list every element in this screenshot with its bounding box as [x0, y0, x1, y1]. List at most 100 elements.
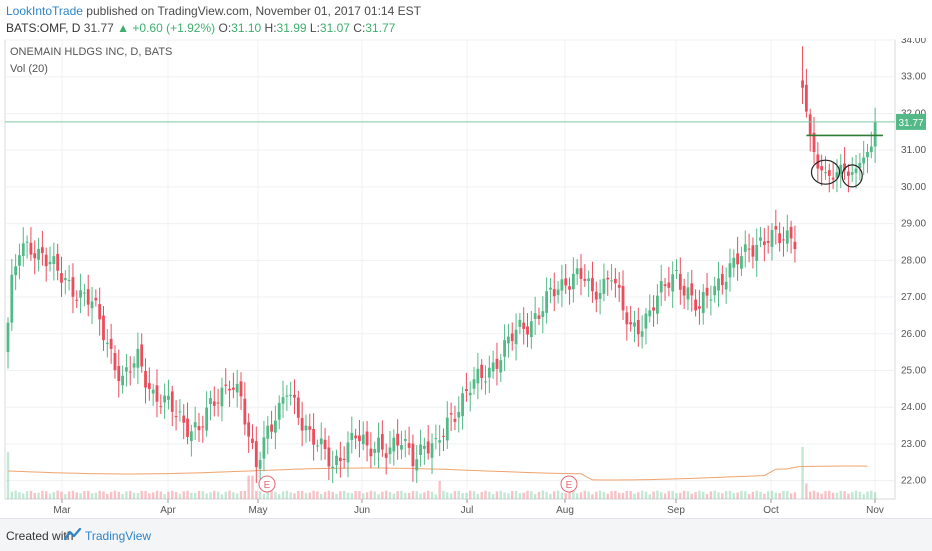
candle-body	[79, 290, 82, 298]
volume-bar	[694, 492, 697, 499]
candle-body	[587, 278, 591, 281]
candle-body	[782, 239, 785, 241]
publish-line: LookIntoTrade published on TradingView.c…	[6, 4, 421, 18]
candle-body	[415, 459, 419, 471]
volume-bar	[518, 493, 522, 499]
volume-bar	[870, 490, 873, 499]
candle-body	[724, 281, 728, 290]
candle-body	[552, 289, 556, 297]
price-chart[interactable]: 34.0033.0032.0031.0030.0029.0028.0027.00…	[0, 35, 932, 518]
y-tick-label: 23.00	[901, 439, 926, 450]
volume-bar	[755, 490, 758, 499]
candle-body	[6, 322, 10, 353]
author-link[interactable]: LookIntoTrade	[6, 4, 83, 18]
candle-body	[403, 439, 407, 441]
volume-bar	[388, 492, 392, 499]
volume-bar	[174, 492, 178, 499]
up-arrow-icon: ▲	[117, 21, 130, 35]
chart-area[interactable]: 34.0033.0032.0031.0030.0029.0028.0027.00…	[0, 35, 932, 518]
volume-bar	[858, 491, 862, 499]
volume-bar	[75, 492, 78, 499]
volume-bar	[713, 490, 716, 499]
volume-bar	[801, 447, 804, 499]
candle-body	[220, 387, 224, 407]
volume-bar	[381, 491, 384, 499]
volume-bar	[449, 493, 453, 499]
candle-body	[75, 299, 79, 301]
candle-body	[503, 340, 506, 357]
candle-body	[499, 360, 503, 373]
volume-bar	[491, 494, 495, 499]
volume-bar	[702, 491, 705, 499]
candle-body	[461, 393, 464, 417]
candle-body	[591, 278, 594, 292]
candle-body	[358, 435, 361, 442]
y-tick-label: 27.00	[901, 292, 926, 303]
candle-body	[862, 157, 866, 164]
volume-bar	[465, 492, 468, 499]
volume-bar	[113, 490, 117, 499]
candle-body	[155, 385, 159, 402]
candle-body	[793, 241, 797, 250]
candle-body	[48, 261, 52, 265]
tradingview-brand-link[interactable]: TradingView	[85, 529, 152, 543]
candle-body	[495, 358, 499, 369]
x-tick-label: Sep	[667, 505, 685, 516]
candle-body	[266, 425, 270, 439]
candle-body	[63, 278, 67, 281]
candle-body	[308, 426, 312, 430]
volume-bar	[805, 483, 808, 499]
candle-body	[270, 424, 273, 432]
volume-bar	[656, 490, 659, 499]
candle-body	[656, 295, 659, 314]
candle-body	[487, 367, 491, 378]
volume-bar	[835, 492, 839, 499]
close-value: 31.77	[365, 21, 396, 35]
volume-bar	[828, 490, 831, 499]
y-tick-label: 33.00	[901, 72, 926, 83]
candle-body	[869, 146, 873, 153]
volume-bar	[270, 490, 273, 499]
volume-bar	[167, 491, 170, 499]
candle-body	[804, 84, 808, 112]
volume-bar	[602, 492, 606, 499]
symbol-label: BATS:OMF, D	[6, 21, 81, 35]
volume-bar	[102, 491, 105, 499]
volume-bar	[427, 490, 430, 499]
candle-body	[411, 443, 415, 467]
candle-body	[774, 226, 778, 230]
candle-body	[151, 389, 155, 394]
candle-body	[785, 230, 789, 244]
volume-bar	[369, 490, 373, 499]
volume-bar	[533, 493, 537, 499]
candle-body	[369, 448, 373, 457]
candle-body	[323, 439, 327, 450]
volume-bar	[625, 490, 629, 499]
published-text: published on TradingView.com, November 0…	[86, 4, 421, 18]
volume-bar	[182, 491, 185, 499]
volume-bar	[618, 492, 621, 499]
candle-body	[21, 243, 25, 256]
volume-bar	[480, 492, 483, 499]
volume-bar	[740, 490, 743, 499]
candle-body	[510, 333, 514, 342]
volume-bar	[159, 491, 162, 499]
candle-body	[629, 322, 633, 325]
volume-bar	[41, 490, 44, 499]
volume-bar	[354, 490, 357, 499]
volume-bar	[339, 491, 342, 499]
volume-bar	[64, 494, 67, 499]
candle-body	[67, 280, 71, 282]
volume-bar	[469, 490, 472, 499]
x-tick-label: May	[249, 505, 268, 516]
candle-body	[86, 289, 90, 305]
volume-bar	[774, 492, 778, 499]
volume-bar	[6, 452, 10, 499]
volume-bar	[262, 493, 266, 499]
volume-bar	[503, 492, 506, 499]
volume-bar	[682, 490, 686, 499]
volume-bar	[331, 491, 334, 499]
candle-body	[285, 395, 289, 397]
candle-body	[296, 397, 300, 418]
candle-body	[419, 444, 422, 455]
